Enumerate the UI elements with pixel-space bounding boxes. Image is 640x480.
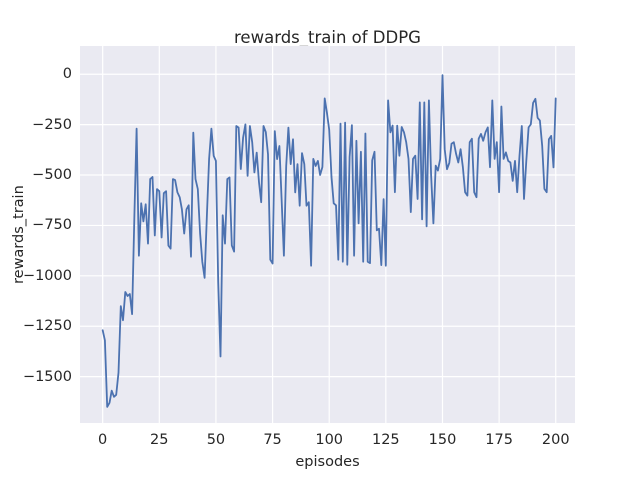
y-tick-label: −1000 — [22, 267, 72, 284]
chart-title: rewards_train of DDPG — [234, 28, 421, 47]
x-tick-label: 100 — [315, 432, 344, 448]
y-tick-label: 0 — [62, 66, 72, 83]
y-tick-label: −750 — [32, 217, 72, 234]
y-tick-label: −1500 — [22, 368, 72, 385]
x-tick-label: 0 — [98, 432, 108, 448]
series-line-rewards-train — [101, 74, 557, 408]
x-axis-label: episodes — [295, 454, 360, 470]
y-tick-label: −250 — [32, 116, 72, 133]
y-tick-label: −500 — [32, 167, 72, 184]
x-tick-label: 125 — [371, 432, 400, 448]
x-tick-label: 200 — [541, 432, 570, 448]
chart-canvas — [80, 46, 575, 423]
y-axis-label: rewards_train — [11, 185, 27, 284]
x-tick-label: 150 — [428, 432, 457, 448]
y-tick-label: −1250 — [22, 318, 72, 335]
x-tick-label: 25 — [150, 432, 169, 448]
x-tick-label: 50 — [206, 432, 226, 448]
x-tick-label: 75 — [263, 432, 282, 448]
plot-area — [80, 46, 575, 423]
x-tick-label: 175 — [485, 432, 513, 448]
